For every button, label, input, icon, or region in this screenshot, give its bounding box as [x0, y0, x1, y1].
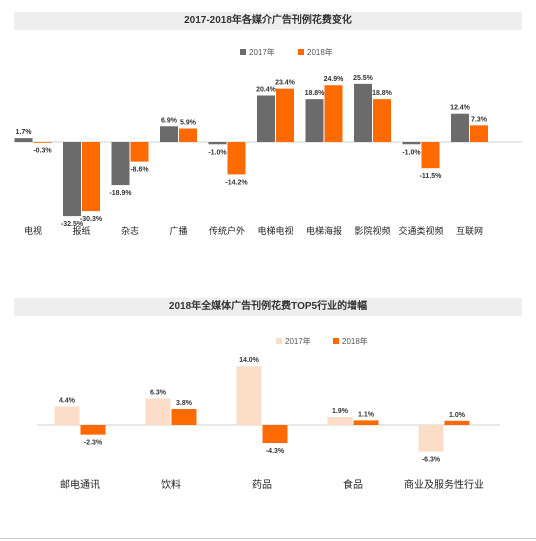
data-label: 4.4%	[59, 398, 76, 405]
bar-2017	[145, 398, 171, 425]
bar-2018	[353, 420, 379, 425]
legend-swatch	[240, 49, 246, 55]
data-label: 24.9%	[324, 76, 345, 83]
category-label: 杂志	[121, 225, 139, 236]
data-label: 6.9%	[161, 117, 178, 124]
category-label: 报纸	[72, 225, 90, 236]
data-label: 6.3%	[150, 390, 167, 397]
data-label: -18.9%	[109, 190, 132, 197]
data-label: -1.0%	[208, 149, 227, 156]
bar-2018	[82, 142, 100, 212]
bar-2017	[14, 138, 33, 142]
data-label: -0.3%	[33, 148, 52, 155]
data-label: 25.5%	[353, 75, 374, 82]
data-label: -8.6%	[130, 167, 149, 174]
legend-swatch	[333, 338, 339, 344]
media-spend-chart: 2017-2018年各媒介广告刊例花费变化 1.7% -0.3% 电视 -32.5% -…	[0, 0, 536, 255]
media-spend-chart-svg: 1.7% -0.3% 电视 -32.5%-30.3% 报纸 -18.9% -8.6% 杂志 6.…	[14, 47, 522, 236]
data-label: 1.1%	[358, 411, 375, 418]
bar-2017	[418, 425, 444, 452]
bar-2018	[227, 142, 246, 175]
legend-swatch	[276, 338, 282, 344]
data-label: 7.3%	[471, 116, 488, 123]
bar-2018	[130, 142, 149, 162]
data-label: 1.9%	[332, 408, 349, 415]
data-label: 12.4%	[450, 105, 471, 112]
chart-title: 2017-2018年各媒介广告刊例花费变化	[14, 12, 522, 30]
bar-2017	[208, 142, 227, 145]
chart-title: 2018年全媒体广告刊例花费TOP5行业的增幅	[14, 298, 522, 316]
legend-label: 2018年	[307, 47, 333, 57]
bar-2017	[236, 366, 262, 425]
industry-growth-chart: 2018年全媒体广告刊例花费TOP5行业的增幅 4.4% -2.3% 邮电通讯 6.3…	[0, 292, 536, 541]
data-label: 3.8%	[176, 400, 193, 407]
data-label: -2.3%	[84, 440, 103, 447]
data-label: -4.3%	[266, 448, 285, 455]
data-label: 1.0%	[449, 412, 466, 419]
data-label: -1.0%	[402, 149, 421, 156]
data-label: 5.9%	[180, 120, 197, 127]
category-label: 互联网	[456, 226, 483, 236]
bar-2018	[171, 409, 197, 425]
bottom-divider	[0, 538, 536, 539]
bar-2017	[327, 417, 353, 425]
legend-label: 2017年	[285, 336, 311, 346]
data-label: 20.4%	[256, 86, 277, 93]
bar-2018	[33, 142, 52, 143]
bar-2018	[262, 425, 288, 444]
bar-2018	[373, 99, 391, 142]
data-label: -30.3%	[80, 216, 103, 223]
bar-2017	[402, 142, 421, 145]
data-label: 18.8%	[372, 90, 393, 97]
legend-swatch	[298, 49, 304, 55]
bar-2018	[470, 125, 488, 142]
category-label: 广播	[169, 225, 187, 236]
category-label: 影院视频	[354, 225, 390, 236]
bar-2017	[63, 142, 81, 217]
category-label: 商业及服务性行业	[404, 478, 484, 491]
category-label: 食品	[343, 478, 363, 491]
category-label: 电梯海报	[306, 225, 342, 236]
bar-2017	[354, 83, 372, 142]
industry-growth-chart-svg: 4.4% -2.3% 邮电通讯 6.3% 3.8% 饮料 14.0% -4.3% 药品 1.9% 1…	[37, 336, 500, 491]
data-label: 1.7%	[16, 129, 33, 136]
bar-2017	[257, 95, 275, 142]
data-label: 18.8%	[305, 90, 326, 97]
bar-2018	[276, 88, 294, 142]
data-label: -11.5%	[420, 173, 443, 180]
bar-2017	[305, 99, 324, 142]
bar-2018	[444, 420, 470, 425]
category-label: 饮料	[161, 478, 181, 491]
bar-2017	[160, 126, 178, 142]
category-label: 邮电通讯	[60, 478, 100, 491]
bar-2017	[111, 142, 130, 186]
data-label: 14.0%	[239, 357, 260, 364]
category-label: 药品	[252, 479, 272, 491]
category-label: 电梯电视	[257, 225, 293, 236]
bar-2018	[179, 128, 197, 142]
bar-2018	[80, 425, 106, 435]
data-label: -6.3%	[422, 456, 441, 463]
bar-2017	[54, 406, 80, 425]
data-label: -14.2%	[225, 179, 248, 186]
bar-2017	[451, 113, 469, 142]
bar-2018	[324, 85, 343, 142]
data-label: 23.4%	[275, 80, 296, 87]
legend-label: 2018年	[342, 336, 368, 346]
legend-label: 2017年	[249, 47, 275, 57]
data-label: -32.5%	[61, 221, 84, 228]
category-label: 电视	[24, 225, 42, 236]
category-label: 交通类视频	[398, 225, 443, 236]
category-label: 传统户外	[209, 225, 245, 236]
bar-2018	[421, 142, 440, 169]
